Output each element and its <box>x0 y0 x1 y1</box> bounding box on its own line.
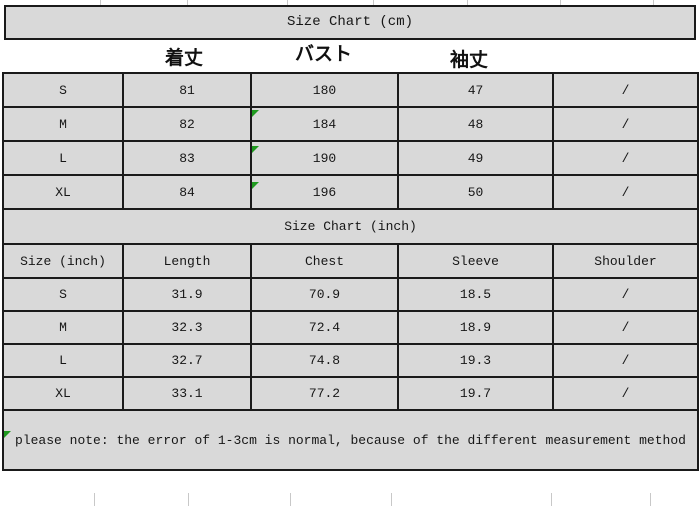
gridline-tick <box>373 0 374 5</box>
measurement-note: please note: the error of 1-3cm is norma… <box>2 409 699 471</box>
cell-error-marker-icon <box>252 110 259 117</box>
gridline-tick <box>653 0 654 5</box>
cm-length-cell: 82 <box>122 106 252 142</box>
inch-row-l: L 32.7 74.8 19.3 / <box>2 343 699 378</box>
cm-col-label-sleeve: 袖丈 <box>448 50 491 72</box>
cm-length-cell: 81 <box>122 72 252 108</box>
cell-error-marker-icon <box>252 182 259 189</box>
cm-chart-title: Size Chart (cm) <box>4 5 696 40</box>
cm-sleeve-cell: 47 <box>397 72 554 108</box>
inch-banner-row: Size Chart (inch) <box>2 208 699 245</box>
gridline-tick <box>187 0 188 5</box>
inch-shoulder-cell: / <box>552 310 699 345</box>
cm-chest-cell: 190 <box>250 140 399 176</box>
inch-chest-cell: 77.2 <box>250 376 399 411</box>
gridline-tick <box>287 0 288 5</box>
cm-size-cell: L <box>2 140 124 176</box>
inch-size-cell: L <box>2 343 124 378</box>
cm-size-cell: M <box>2 106 124 142</box>
gridline-tick <box>188 493 189 506</box>
inch-header-row: Size (inch) Length Chest Sleeve Shoulder <box>2 243 699 279</box>
cm-size-cell: XL <box>2 174 124 210</box>
gridline-tick <box>100 0 101 5</box>
inch-row-s: S 31.9 70.9 18.5 / <box>2 277 699 312</box>
inch-chest-cell: 70.9 <box>250 277 399 312</box>
cm-shoulder-cell: / <box>552 174 699 210</box>
cm-length-cell: 84 <box>122 174 252 210</box>
gridline-tick <box>290 493 291 506</box>
cm-row-xl: XL 84 196 50 / <box>2 174 699 210</box>
inch-shoulder-cell: / <box>552 343 699 378</box>
inch-length-cell: 32.7 <box>122 343 252 378</box>
gridline-tick <box>94 493 95 506</box>
cm-sleeve-cell: 49 <box>397 140 554 176</box>
inch-header-sleeve: Sleeve <box>397 243 554 279</box>
cm-chest-cell: 196 <box>250 174 399 210</box>
cm-col-label-bust: バスト <box>293 44 355 66</box>
inch-sleeve-cell: 19.7 <box>397 376 554 411</box>
inch-sleeve-cell: 19.3 <box>397 343 554 378</box>
inch-chest-cell: 72.4 <box>250 310 399 345</box>
cm-chest-cell: 180 <box>250 72 399 108</box>
cm-row-l: L 83 190 49 / <box>2 140 699 176</box>
inch-size-cell: M <box>2 310 124 345</box>
cm-sleeve-cell: 48 <box>397 106 554 142</box>
cm-sleeve-cell: 50 <box>397 174 554 210</box>
cm-shoulder-cell: / <box>552 140 699 176</box>
gridline-tick <box>391 493 392 506</box>
inch-shoulder-cell: / <box>552 277 699 312</box>
inch-row-m: M 32.3 72.4 18.9 / <box>2 310 699 345</box>
cm-chest-cell: 184 <box>250 106 399 142</box>
inch-header-size: Size (inch) <box>2 243 124 279</box>
cm-size-cell: S <box>2 72 124 108</box>
gridline-tick <box>650 493 651 506</box>
cm-length-cell: 83 <box>122 140 252 176</box>
inch-shoulder-cell: / <box>552 376 699 411</box>
inch-sleeve-cell: 18.5 <box>397 277 554 312</box>
inch-chart-title: Size Chart (inch) <box>2 208 699 245</box>
gridline-tick <box>560 0 561 5</box>
cm-col-label-length: 着丈 <box>163 48 206 70</box>
inch-header-chest: Chest <box>250 243 399 279</box>
inch-length-cell: 31.9 <box>122 277 252 312</box>
cell-error-marker-icon <box>4 431 11 438</box>
inch-header-shoulder: Shoulder <box>552 243 699 279</box>
size-table: S 81 180 47 / M 82 184 48 / L 83 190 49 … <box>2 72 699 471</box>
cm-shoulder-cell: / <box>552 72 699 108</box>
cm-row-m: M 82 184 48 / <box>2 106 699 142</box>
cm-row-s: S 81 180 47 / <box>2 72 699 108</box>
inch-row-xl: XL 33.1 77.2 19.7 / <box>2 376 699 411</box>
gridline-tick <box>467 0 468 5</box>
inch-length-cell: 32.3 <box>122 310 252 345</box>
inch-sleeve-cell: 18.9 <box>397 310 554 345</box>
note-row: please note: the error of 1-3cm is norma… <box>2 409 699 471</box>
inch-length-cell: 33.1 <box>122 376 252 411</box>
inch-header-length: Length <box>122 243 252 279</box>
cm-shoulder-cell: / <box>552 106 699 142</box>
inch-chest-cell: 74.8 <box>250 343 399 378</box>
inch-size-cell: XL <box>2 376 124 411</box>
gridline-tick <box>551 493 552 506</box>
cell-error-marker-icon <box>252 146 259 153</box>
inch-size-cell: S <box>2 277 124 312</box>
